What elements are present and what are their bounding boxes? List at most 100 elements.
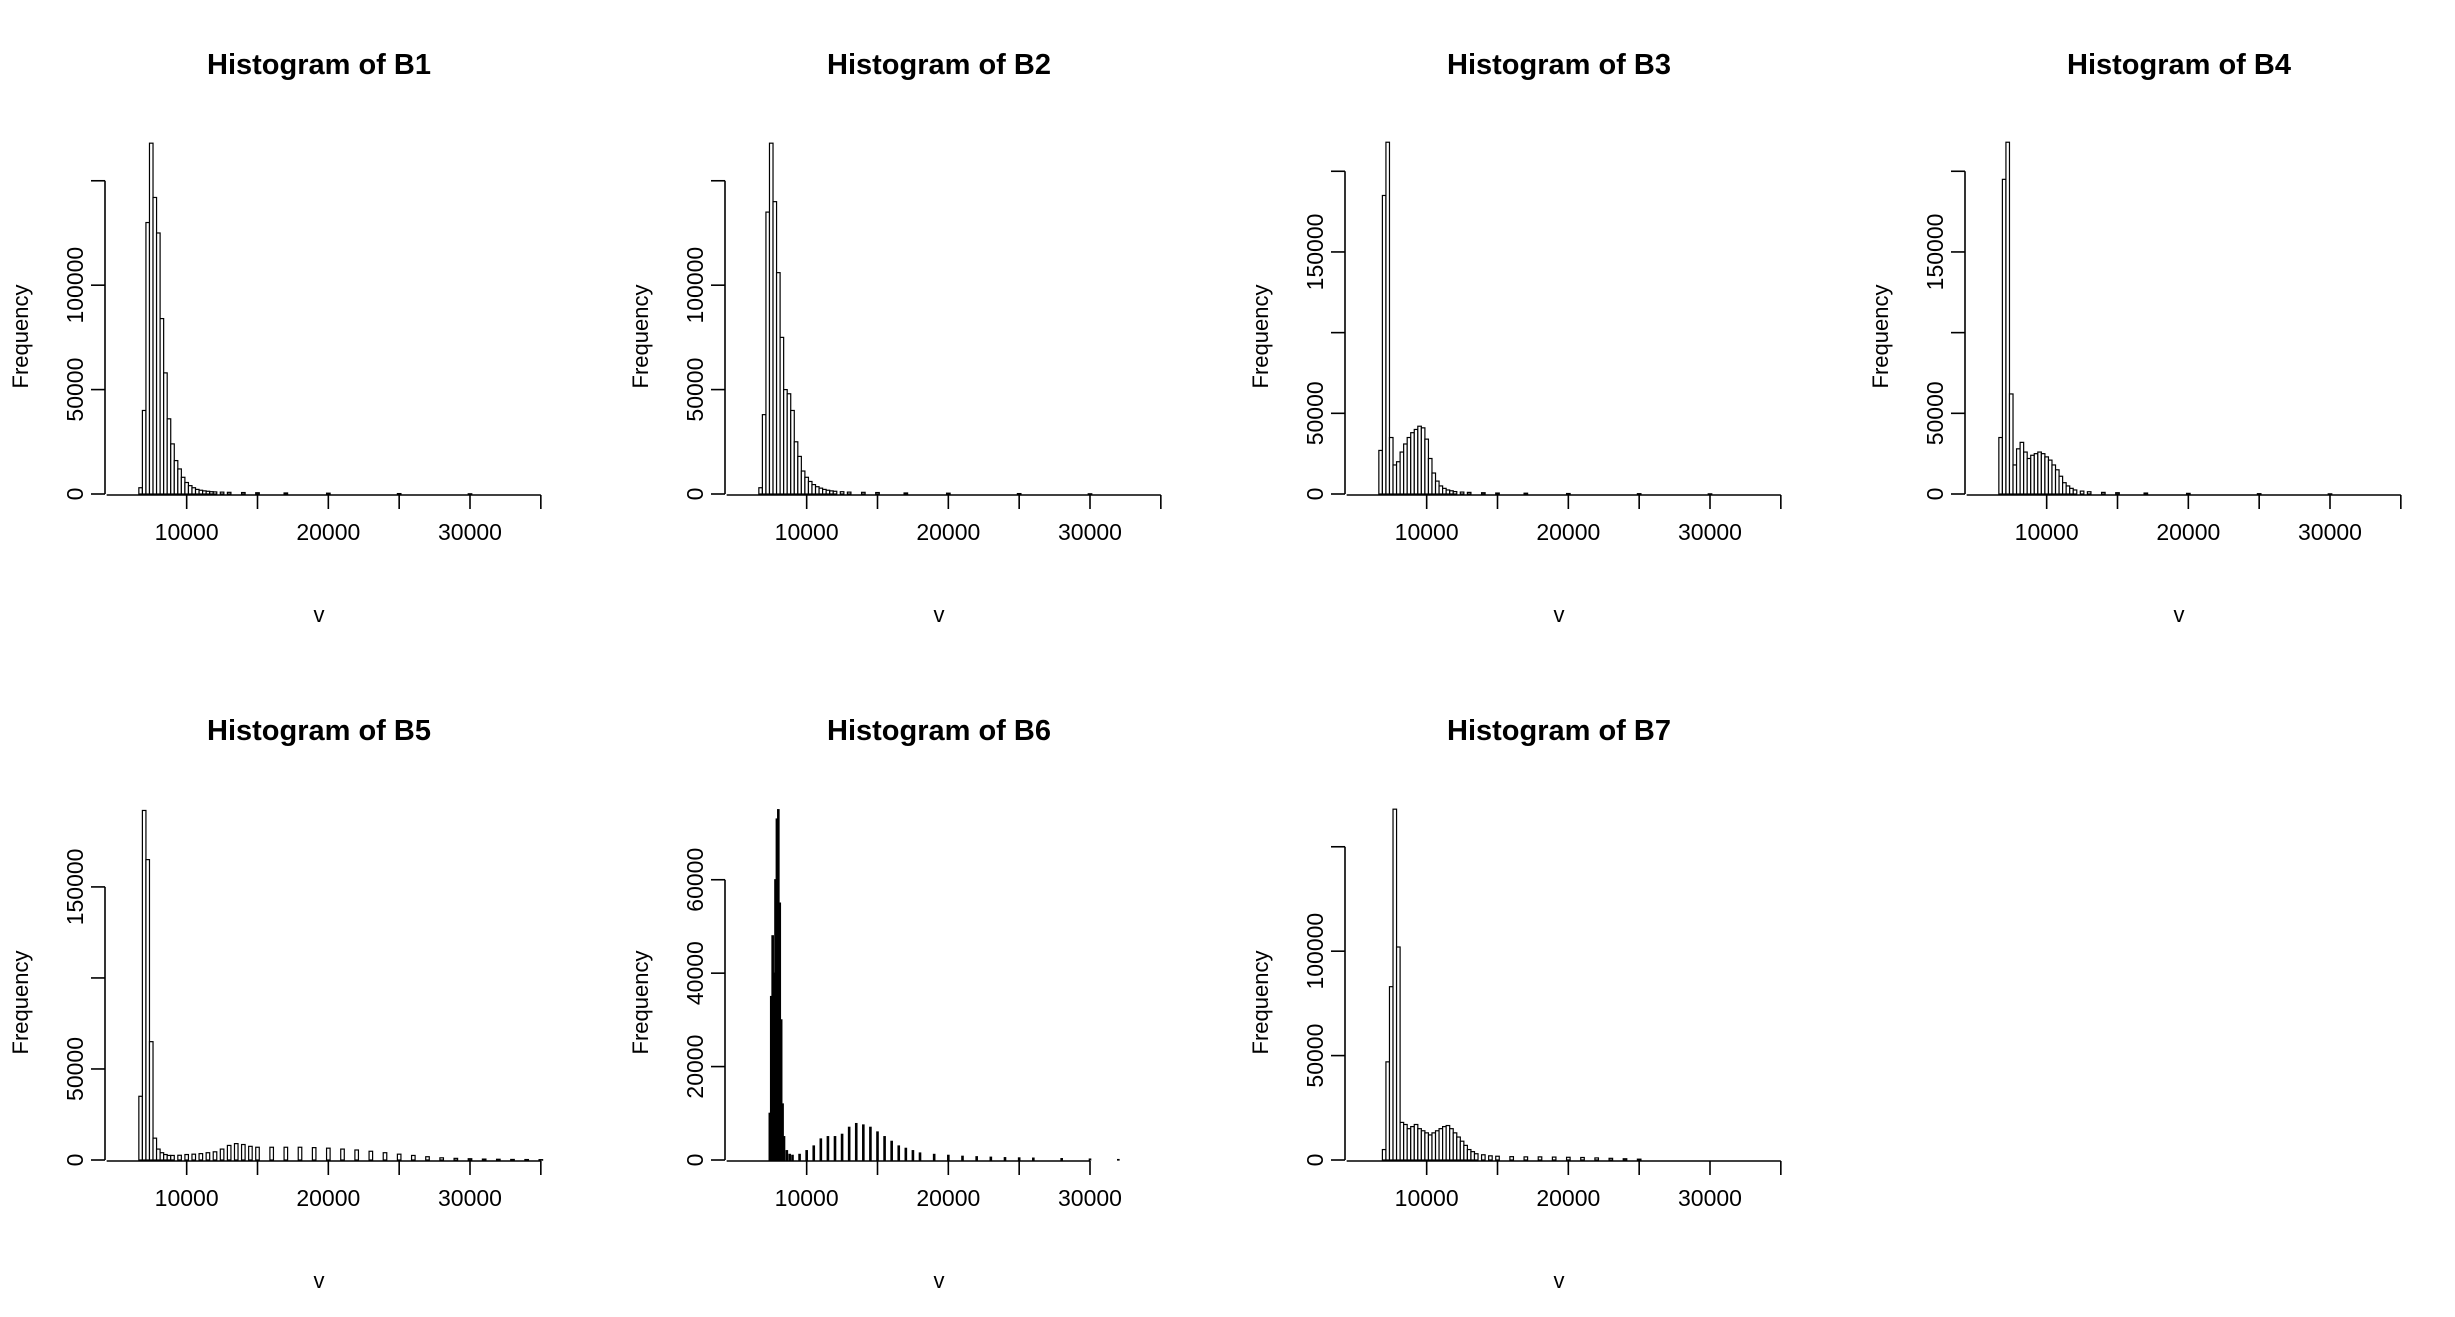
- histogram-bar: [839, 491, 845, 495]
- histogram-bar: [2100, 491, 2106, 495]
- histogram-bar: [932, 1153, 936, 1161]
- histogram-bar: [226, 491, 232, 495]
- histogram-bar: [911, 1150, 915, 1161]
- y-tick-label: 100000: [62, 247, 88, 324]
- histogram-bar: [1594, 1157, 1600, 1161]
- histogram-bar: [2072, 489, 2078, 495]
- histogram-bar: [961, 1155, 964, 1161]
- x-tick-label: 30000: [1678, 1185, 1742, 1211]
- y-axis-label: Frequency: [8, 285, 33, 389]
- y-axis: 0 20000 40000 60000: [682, 848, 726, 1166]
- histogram-bar: [1551, 1156, 1557, 1161]
- histogram-bar: [862, 1124, 865, 1161]
- histogram-panel-4: Histogram of B4 10000 20000 30000 v 0 50000 150…: [1868, 49, 2402, 627]
- y-axis: 0 50000 100000: [62, 179, 106, 501]
- histogram-bar: [368, 1150, 374, 1161]
- x-axis: 10000 20000 30000: [106, 494, 542, 545]
- panel-title: Histogram of B4: [2067, 49, 2291, 81]
- x-tick-label: 10000: [155, 519, 219, 545]
- y-axis-label: Frequency: [628, 951, 653, 1055]
- histogram-bar: [833, 1136, 837, 1161]
- y-tick-label: 20000: [682, 1035, 708, 1099]
- histogram-bar: [233, 1143, 239, 1161]
- histogram-bar: [198, 1153, 204, 1161]
- histogram-bar: [1488, 1155, 1493, 1161]
- histogram-bar: [791, 1154, 794, 1161]
- histogram-bar: [1580, 1156, 1585, 1161]
- y-tick-label: 0: [62, 488, 88, 501]
- histogram-bar: [788, 1153, 791, 1161]
- x-tick-label: 30000: [1678, 519, 1742, 545]
- histogram-bar: [918, 1152, 922, 1161]
- histogram-bar: [495, 1158, 501, 1161]
- histogram-panel-7: Histogram of B7 10000 20000 30000 v 0 50000 100…: [1248, 715, 1782, 1293]
- histogram-bar: [410, 1154, 416, 1161]
- histogram-bar: [1480, 1154, 1486, 1161]
- x-axis: 10000 20000 30000: [1346, 494, 1782, 545]
- x-axis-label: v: [1554, 602, 1565, 627]
- histogram-bar: [903, 492, 909, 495]
- y-axis-label: Frequency: [628, 285, 653, 389]
- panel-title: Histogram of B1: [207, 49, 431, 81]
- y-tick-label: 0: [1302, 1154, 1328, 1167]
- histogram-bar: [248, 1145, 253, 1161]
- histogram-bar: [255, 1146, 260, 1161]
- histogram-bar: [1622, 1158, 1628, 1161]
- histogram-bar: [840, 1133, 844, 1161]
- x-tick-label: 20000: [1536, 519, 1600, 545]
- x-tick-label: 10000: [775, 519, 839, 545]
- histogram-bar: [177, 1154, 182, 1161]
- x-axis-label: v: [934, 1268, 945, 1293]
- histogram-bar: [1385, 141, 1391, 495]
- histogram-bar: [219, 1148, 225, 1161]
- histogram-bar: [396, 1153, 402, 1161]
- histogram-bar: [890, 1140, 893, 1161]
- histogram-bar: [170, 1154, 175, 1161]
- y-axis: 0 50000 100000: [1302, 845, 1346, 1167]
- y-tick-label: 50000: [1922, 381, 1948, 445]
- histogram-bar: [1523, 1156, 1529, 1161]
- x-tick-label: 20000: [2156, 519, 2220, 545]
- histogram-bar: [453, 1157, 459, 1161]
- y-tick-label: 40000: [682, 941, 708, 1005]
- histogram-bar: [219, 491, 225, 495]
- y-axis-label: Frequency: [1248, 285, 1273, 389]
- histogram-bar: [1495, 1155, 1500, 1161]
- histogram-bar: [832, 490, 838, 495]
- histogram-bar: [382, 1152, 388, 1161]
- histogram-bar: [191, 1153, 197, 1161]
- histogram-bar: [184, 1153, 190, 1161]
- histogram-bar: [1495, 492, 1500, 495]
- histogram-bar: [975, 1156, 978, 1161]
- histogram-bar: [524, 1158, 530, 1161]
- histogram-bar: [1636, 493, 1642, 495]
- histogram-bar: [1466, 491, 1472, 495]
- histogram-bar: [240, 1143, 246, 1161]
- panel-title: Histogram of B6: [827, 715, 1051, 747]
- histogram-bar: [396, 492, 402, 495]
- histogram-bar: [354, 1149, 360, 1161]
- histogram-bar: [148, 1041, 154, 1161]
- histogram-bar: [2115, 492, 2120, 495]
- y-tick-label: 50000: [62, 1037, 88, 1101]
- histogram-bar: [1608, 1157, 1614, 1161]
- histogram-bar: [212, 491, 218, 495]
- y-axis: 0 50000 150000: [1922, 170, 1966, 500]
- histogram-bar: [860, 491, 866, 495]
- x-tick-label: 10000: [775, 1185, 839, 1211]
- histogram-bar: [283, 1146, 289, 1161]
- histogram-bar: [283, 492, 289, 495]
- histogram-bar: [785, 1150, 789, 1161]
- histogram-bar: [819, 1138, 823, 1161]
- panel-title: Histogram of B2: [827, 49, 1051, 81]
- histogram-bar: [1032, 1157, 1035, 1161]
- x-tick-label: 20000: [916, 1185, 980, 1211]
- histogram-bar: [439, 1157, 445, 1161]
- y-tick-label: 0: [1302, 488, 1328, 501]
- histogram-bar: [467, 1158, 473, 1161]
- y-tick-label: 0: [682, 488, 708, 501]
- histogram-bar: [226, 1144, 232, 1161]
- histogram-bar: [2005, 141, 2011, 495]
- x-tick-label: 30000: [1058, 519, 1122, 545]
